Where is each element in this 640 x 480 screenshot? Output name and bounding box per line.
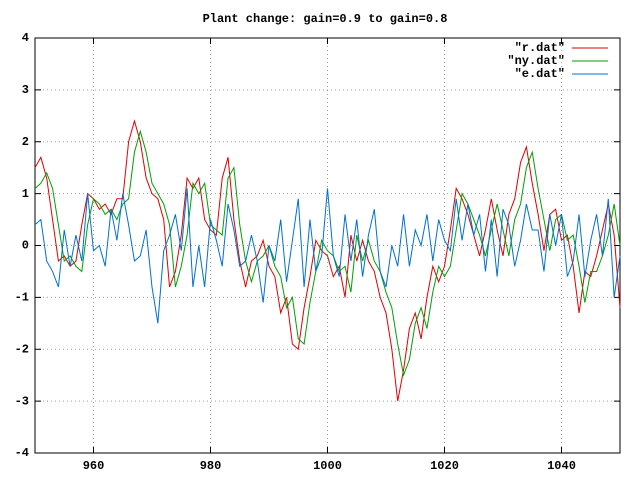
y-tick-label: 2 <box>22 135 29 149</box>
legend-label: "ny.dat" <box>507 54 565 68</box>
series-line <box>34 119 621 402</box>
y-tick-label: -4 <box>15 446 29 460</box>
y-tick-label: -3 <box>15 394 29 408</box>
series-line <box>34 129 621 378</box>
series-line <box>34 188 621 324</box>
y-tick-label: -2 <box>15 342 29 356</box>
y-tick-label: 1 <box>22 187 29 201</box>
x-tick-label: 960 <box>83 459 105 473</box>
x-tick-label: 980 <box>200 459 222 473</box>
legend-label: "e.dat" <box>515 67 565 81</box>
legend-label: "r.dat" <box>515 41 565 55</box>
x-tick-label: 1000 <box>313 459 342 473</box>
y-tick-label: -1 <box>15 291 29 305</box>
x-tick-label: 1040 <box>547 459 576 473</box>
y-tick-label: 3 <box>22 83 29 97</box>
chart-title: Plant change: gain=0.9 to gain=0.8 <box>203 12 448 26</box>
y-tick-label: 0 <box>22 239 29 253</box>
x-tick-label: 1020 <box>430 459 459 473</box>
y-tick-label: 4 <box>22 31 29 45</box>
